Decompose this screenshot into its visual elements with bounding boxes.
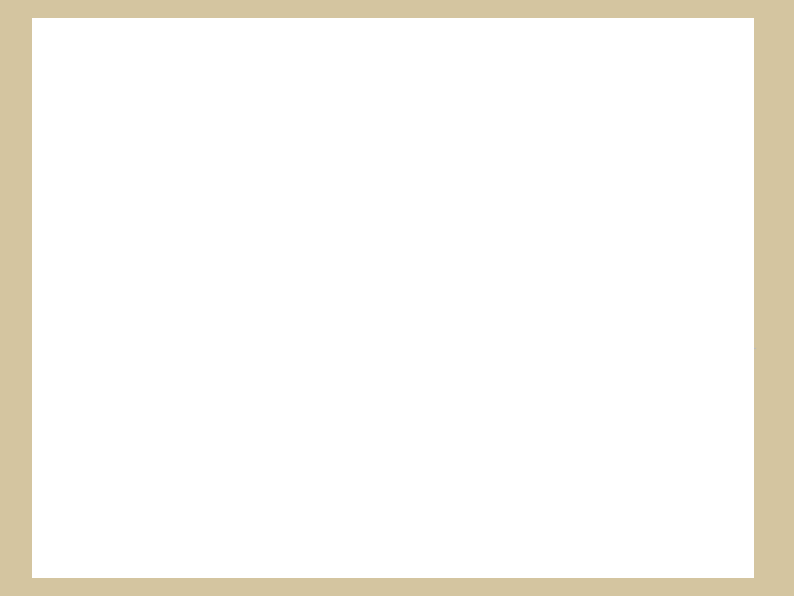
Text: A: A bbox=[228, 294, 240, 308]
Text: 表示数为 6V，则 R₁ 和 R₂ 的阻值分别是　（　　）: 表示数为 6V，则 R₁ 和 R₂ 的阻值分别是 （ ） bbox=[56, 440, 368, 459]
Circle shape bbox=[638, 170, 642, 175]
Text: B. 6Ω　 3Ω: B. 6Ω 3Ω bbox=[390, 480, 488, 499]
Text: C. 4Ω　 2Ω: C. 4Ω 2Ω bbox=[56, 522, 155, 541]
Circle shape bbox=[637, 225, 643, 231]
Text: A. 6Ω　 2Ω: A. 6Ω 2Ω bbox=[56, 480, 154, 499]
Circle shape bbox=[638, 195, 642, 198]
Bar bbox=[222, 257, 282, 273]
Text: R: R bbox=[252, 203, 263, 218]
Circle shape bbox=[317, 225, 323, 231]
Circle shape bbox=[452, 323, 458, 329]
Circle shape bbox=[166, 149, 200, 183]
Text: 6．如图所示，电源电压恒定，闭合开关 S₁、S₂，电压表: 6．如图所示，电源电压恒定，闭合开关 S₁、S₂，电压表 bbox=[36, 368, 353, 387]
Circle shape bbox=[280, 164, 284, 168]
Text: S: S bbox=[300, 142, 310, 157]
Circle shape bbox=[545, 167, 579, 202]
Text: R₂: R₂ bbox=[503, 263, 520, 278]
Bar bbox=[491, 160, 503, 210]
Circle shape bbox=[452, 138, 458, 144]
Text: D. 4Ω　 3Ω: D. 4Ω 3Ω bbox=[390, 522, 490, 541]
Circle shape bbox=[559, 138, 565, 144]
Circle shape bbox=[300, 164, 304, 168]
Circle shape bbox=[559, 225, 565, 231]
Circle shape bbox=[453, 263, 457, 267]
Text: 第 6 题图: 第 6 题图 bbox=[524, 346, 571, 361]
Circle shape bbox=[452, 225, 458, 231]
Circle shape bbox=[145, 225, 151, 231]
Circle shape bbox=[561, 124, 595, 158]
Text: A: A bbox=[572, 134, 584, 148]
Text: V: V bbox=[556, 178, 568, 192]
Text: 示数为 9V，电流表示数为 1.5A；断开开关 S₂，电压: 示数为 9V，电流表示数为 1.5A；断开开关 S₂，电压 bbox=[56, 404, 376, 423]
Text: P: P bbox=[248, 276, 256, 290]
Text: L: L bbox=[122, 206, 129, 221]
Text: 第 5 题图: 第 5 题图 bbox=[210, 321, 257, 336]
Circle shape bbox=[131, 180, 165, 214]
Text: R₁: R₁ bbox=[467, 170, 484, 186]
Bar bbox=[491, 252, 503, 302]
Bar bbox=[228, 223, 277, 234]
Text: S₁: S₁ bbox=[648, 156, 662, 170]
Text: S₂: S₂ bbox=[417, 249, 431, 262]
Circle shape bbox=[217, 284, 251, 318]
Circle shape bbox=[453, 287, 457, 291]
Text: V: V bbox=[177, 159, 189, 173]
